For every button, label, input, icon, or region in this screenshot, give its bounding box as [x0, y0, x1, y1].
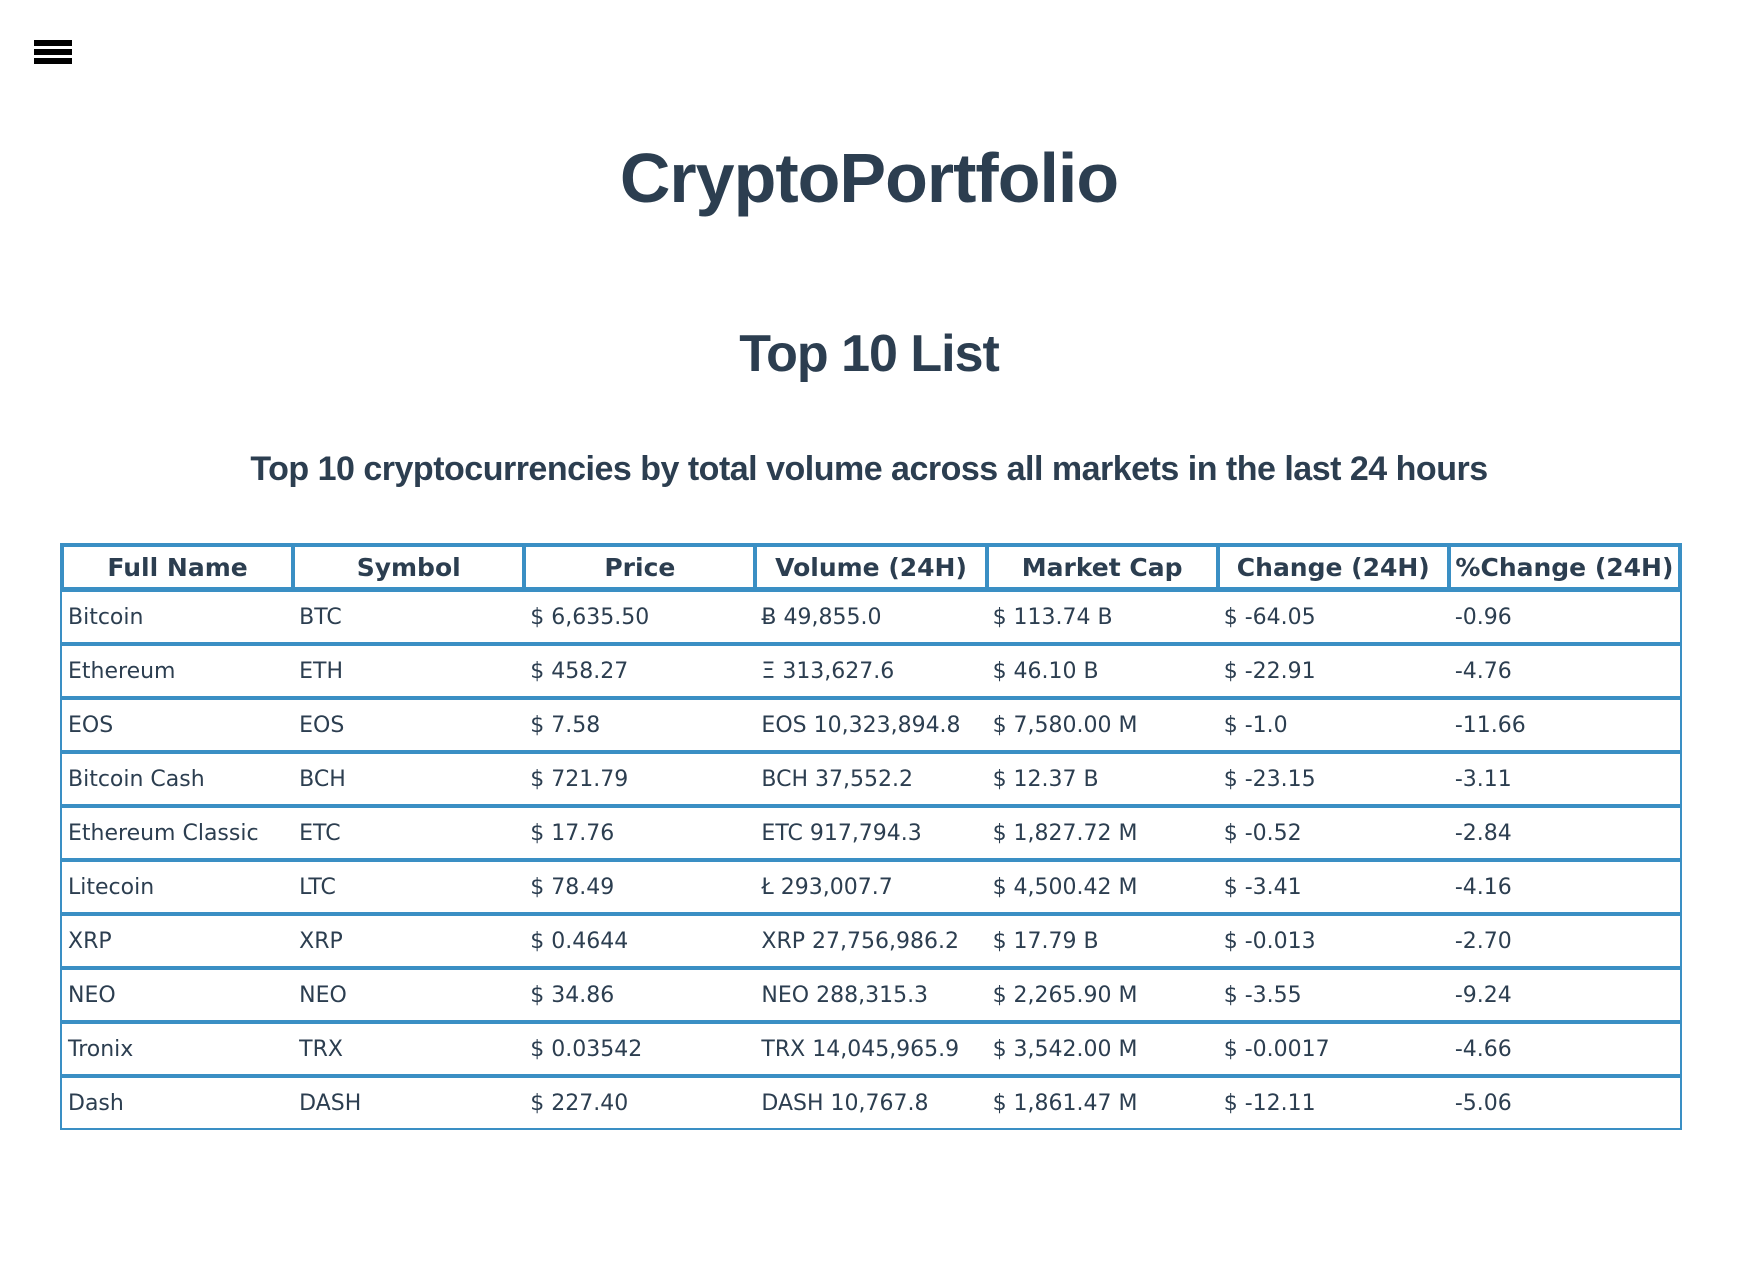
table-row: Bitcoin Cash BCH $ 721.79 BCH 37,552.2 $ 12.…: [62, 753, 1680, 807]
hamburger-menu-icon: [34, 40, 72, 46]
column-header: %Change (24H): [1448, 545, 1680, 591]
hamburger-menu-button[interactable]: [34, 40, 72, 72]
column-header: Market Cap: [986, 545, 1218, 591]
cell-price: $ 17.76: [524, 807, 756, 861]
cell-symbol: TRX: [293, 1023, 525, 1077]
cell-volume: NEO 288,315.3: [755, 969, 987, 1023]
table-header-row: Full Name Symbol Price Volume (24H) Market C…: [62, 545, 1680, 591]
cell-price: $ 7.58: [524, 699, 756, 753]
cell-market-cap: $ 46.10 B: [986, 645, 1218, 699]
cell-market-cap: $ 17.79 B: [986, 915, 1218, 969]
cell-market-cap: $ 1,827.72 M: [986, 807, 1218, 861]
cell-percent-change: -2.70: [1448, 915, 1680, 969]
column-header: Price: [524, 545, 756, 591]
cell-full-name: Ethereum: [62, 645, 294, 699]
table-row: XRP XRP $ 0.4644 XRP 27,756,986.2 $ 17.79 B $…: [62, 915, 1680, 969]
column-header: Change (24H): [1217, 545, 1449, 591]
table-row: Dash DASH $ 227.40 DASH 10,767.8 $ 1,861.47 …: [62, 1077, 1680, 1128]
cell-change: $ -64.05: [1217, 591, 1449, 645]
table-row: Tronix TRX $ 0.03542 TRX 14,045,965.9 $ 3,54…: [62, 1023, 1680, 1077]
cell-volume: DASH 10,767.8: [755, 1077, 987, 1128]
cell-symbol: BCH: [293, 753, 525, 807]
cell-price: $ 0.03542: [524, 1023, 756, 1077]
table-body: Bitcoin BTC $ 6,635.50 Ƀ 49,855.0 $ 113.74 B…: [62, 591, 1680, 1128]
cell-price: $ 78.49: [524, 861, 756, 915]
table-row: Ethereum Classic ETC $ 17.76 ETC 917,794.3 $…: [62, 807, 1680, 861]
cell-volume: XRP 27,756,986.2: [755, 915, 987, 969]
cell-volume: Ƀ 49,855.0: [755, 591, 987, 645]
cell-change: $ -12.11: [1217, 1077, 1449, 1128]
cell-market-cap: $ 2,265.90 M: [986, 969, 1218, 1023]
cell-change: $ -0.52: [1217, 807, 1449, 861]
cell-volume: BCH 37,552.2: [755, 753, 987, 807]
cell-volume: ETC 917,794.3: [755, 807, 987, 861]
cell-change: $ -22.91: [1217, 645, 1449, 699]
cell-market-cap: $ 113.74 B: [986, 591, 1218, 645]
cell-volume: Ł 293,007.7: [755, 861, 987, 915]
site-title: CryptoPortfolio: [619, 139, 1119, 217]
cell-percent-change: -4.16: [1448, 861, 1680, 915]
cell-percent-change: -11.66: [1448, 699, 1680, 753]
cell-symbol: BTC: [293, 591, 525, 645]
cell-volume: TRX 14,045,965.9: [755, 1023, 987, 1077]
cell-percent-change: -0.96: [1448, 591, 1680, 645]
cell-full-name: Litecoin: [62, 861, 294, 915]
column-header: Symbol: [293, 545, 525, 591]
cell-market-cap: $ 7,580.00 M: [986, 699, 1218, 753]
table-row: NEO NEO $ 34.86 NEO 288,315.3 $ 2,265.90 M $ …: [62, 969, 1680, 1023]
cell-percent-change: -9.24: [1448, 969, 1680, 1023]
table-row: EOS EOS $ 7.58 EOS 10,323,894.8 $ 7,580.00 M…: [62, 699, 1680, 753]
table-row: Bitcoin BTC $ 6,635.50 Ƀ 49,855.0 $ 113.74 B…: [62, 591, 1680, 645]
cell-symbol: NEO: [293, 969, 525, 1023]
cell-change: $ -3.41: [1217, 861, 1449, 915]
cell-price: $ 721.79: [524, 753, 756, 807]
cell-full-name: EOS: [62, 699, 294, 753]
cell-change: $ -23.15: [1217, 753, 1449, 807]
cell-percent-change: -2.84: [1448, 807, 1680, 861]
cell-full-name: Bitcoin: [62, 591, 294, 645]
cell-change: $ -0.0017: [1217, 1023, 1449, 1077]
cell-percent-change: -4.66: [1448, 1023, 1680, 1077]
cell-percent-change: -3.11: [1448, 753, 1680, 807]
table-row: Ethereum ETH $ 458.27 Ξ 313,627.6 $ 46.10 B $…: [62, 645, 1680, 699]
cell-percent-change: -5.06: [1448, 1077, 1680, 1128]
cell-symbol: XRP: [293, 915, 525, 969]
cell-price: $ 227.40: [524, 1077, 756, 1128]
table-row: Litecoin LTC $ 78.49 Ł 293,007.7 $ 4,500.42 …: [62, 861, 1680, 915]
cell-full-name: Dash: [62, 1077, 294, 1128]
cell-change: $ -0.013: [1217, 915, 1449, 969]
cell-change: $ -3.55: [1217, 969, 1449, 1023]
cell-market-cap: $ 1,861.47 M: [986, 1077, 1218, 1128]
top10-table: Full Name Symbol Price Volume (24H) Market C…: [60, 543, 1682, 1130]
cell-price: $ 458.27: [524, 645, 756, 699]
cell-symbol: ETH: [293, 645, 525, 699]
table-description: Top 10 cryptocurrencies by total volume …: [250, 450, 1488, 488]
cell-volume: EOS 10,323,894.8: [755, 699, 987, 753]
cell-full-name: NEO: [62, 969, 294, 1023]
cell-price: $ 0.4644: [524, 915, 756, 969]
cell-symbol: EOS: [293, 699, 525, 753]
cell-market-cap: $ 4,500.42 M: [986, 861, 1218, 915]
hamburger-menu-icon-bar: [34, 49, 72, 55]
cell-percent-change: -4.76: [1448, 645, 1680, 699]
cell-market-cap: $ 12.37 B: [986, 753, 1218, 807]
cell-symbol: DASH: [293, 1077, 525, 1128]
hamburger-menu-icon-bar: [34, 58, 72, 64]
cell-full-name: XRP: [62, 915, 294, 969]
section-title: Top 10 List: [739, 325, 1000, 383]
cell-full-name: Ethereum Classic: [62, 807, 294, 861]
cell-volume: Ξ 313,627.6: [755, 645, 987, 699]
cell-full-name: Tronix: [62, 1023, 294, 1077]
cell-symbol: ETC: [293, 807, 525, 861]
cell-market-cap: $ 3,542.00 M: [986, 1023, 1218, 1077]
top10-table-container: Full Name Symbol Price Volume (24H) Market C…: [60, 543, 1682, 1130]
column-header: Volume (24H): [755, 545, 987, 591]
cell-full-name: Bitcoin Cash: [62, 753, 294, 807]
cell-change: $ -1.0: [1217, 699, 1449, 753]
column-header: Full Name: [62, 545, 294, 591]
cell-price: $ 6,635.50: [524, 591, 756, 645]
cell-symbol: LTC: [293, 861, 525, 915]
cell-price: $ 34.86: [524, 969, 756, 1023]
